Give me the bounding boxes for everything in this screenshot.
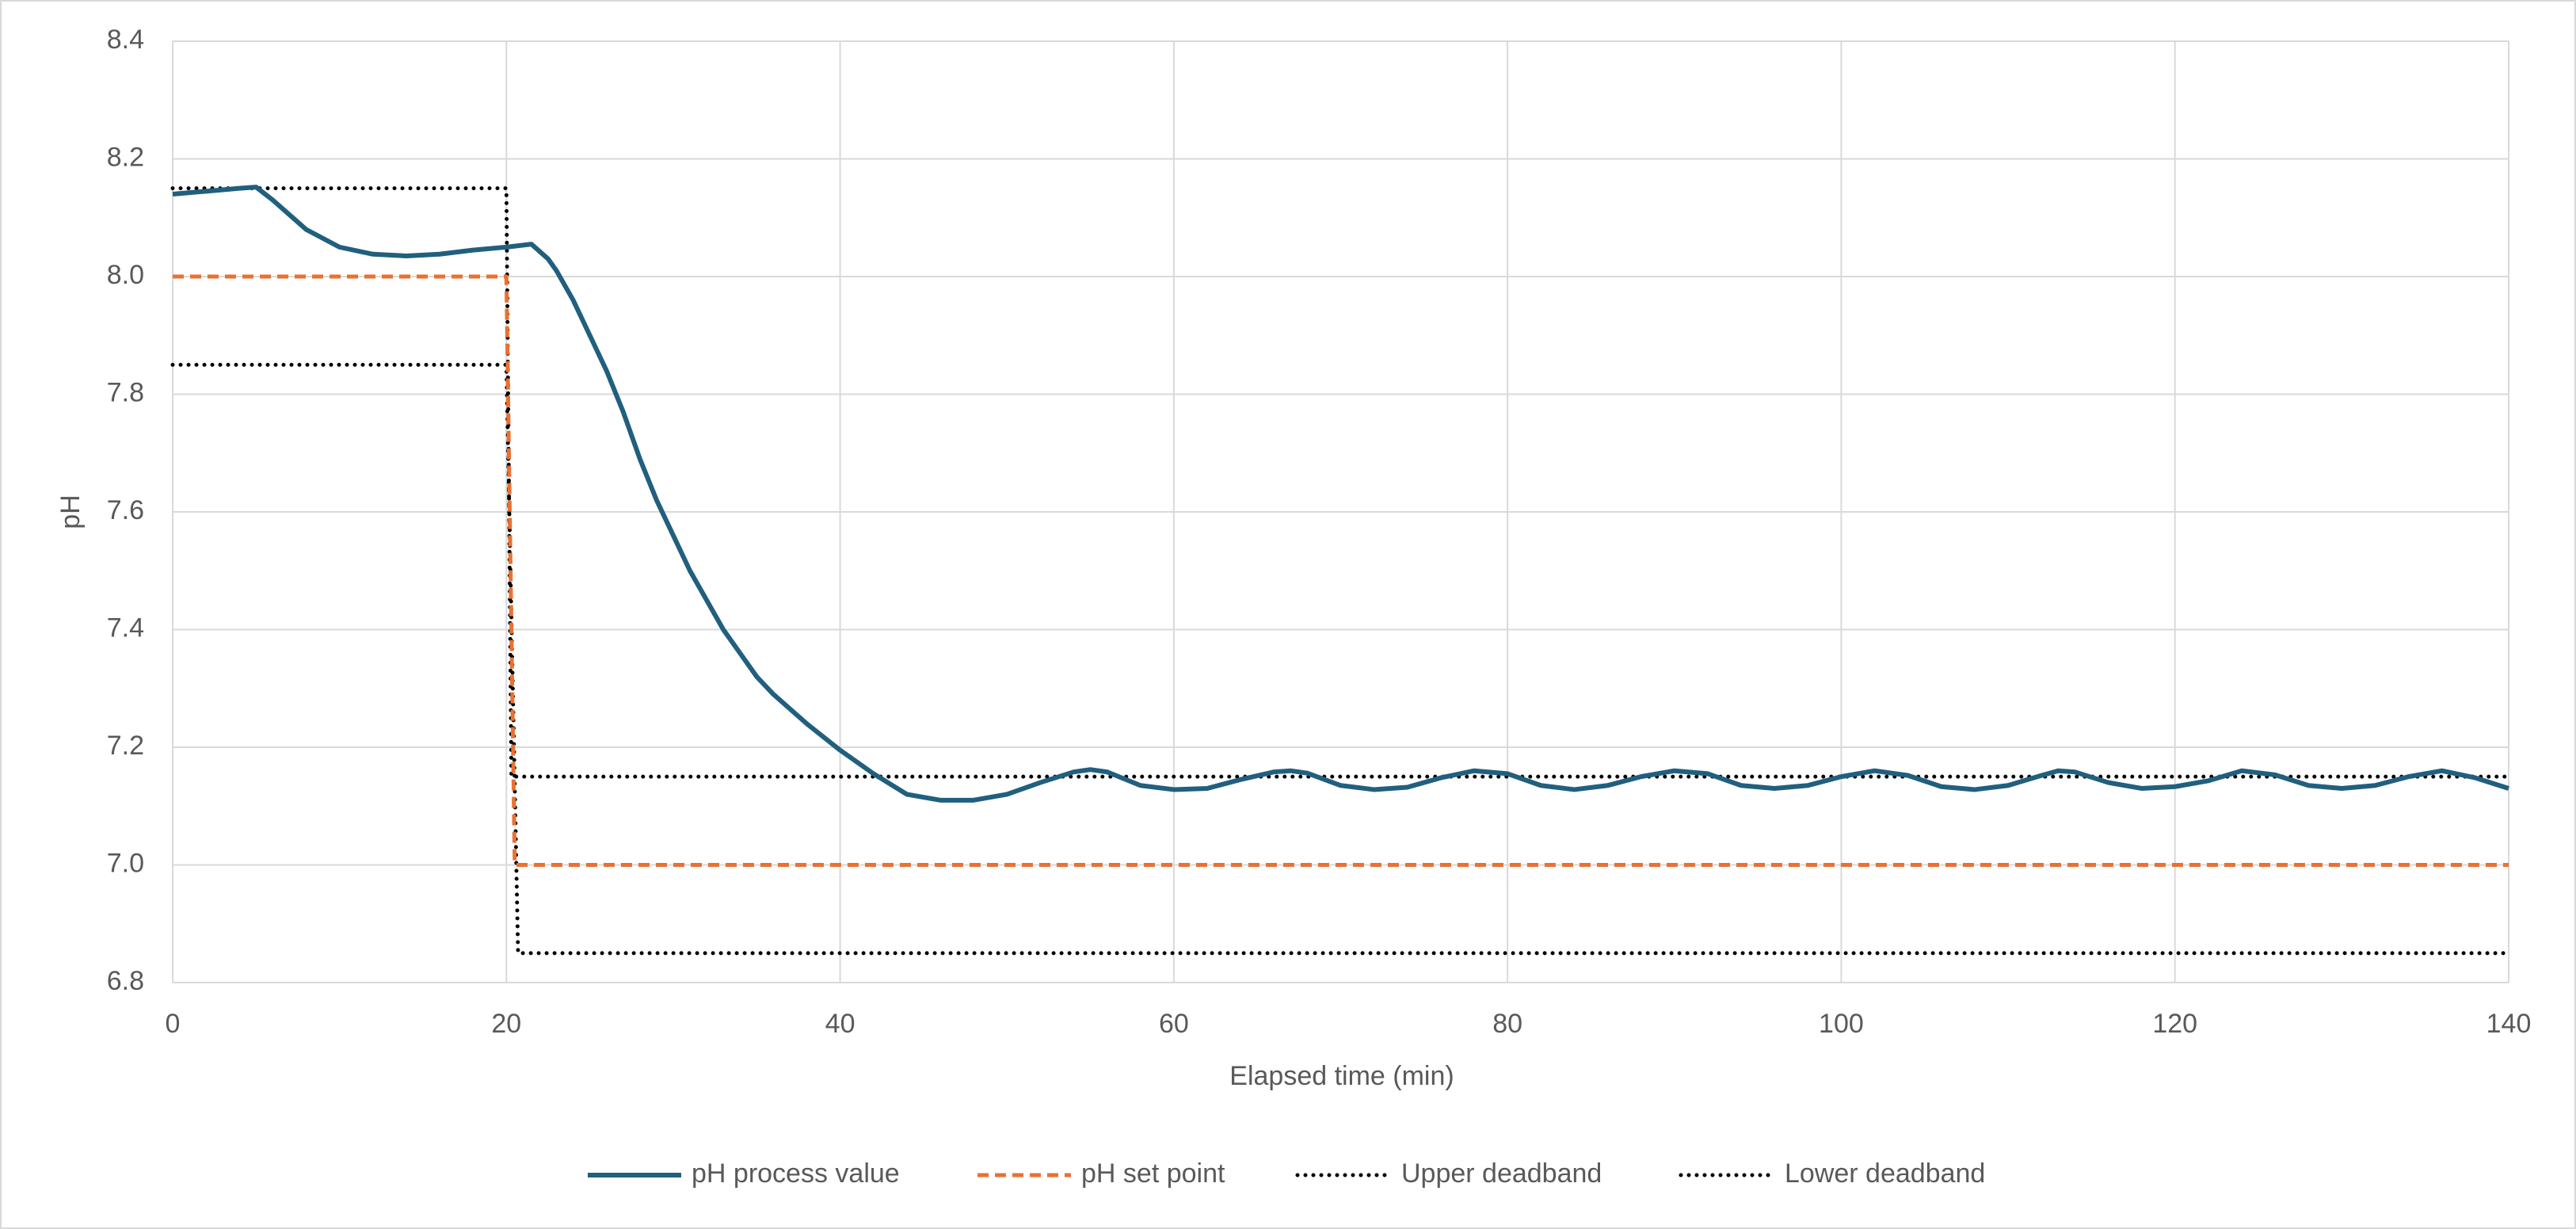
x-tick-label: 80 [1492,1009,1522,1039]
legend-label: pH process value [692,1158,900,1189]
y-tick-label: 6.8 [107,966,144,996]
legend-label: Upper deadband [1401,1158,1602,1189]
y-axis-title: pH [55,494,86,529]
y-tick-label: 8.4 [107,25,144,55]
x-tick-label: 0 [166,1009,181,1039]
x-tick-label: 40 [825,1009,855,1039]
y-tick-label: 7.4 [107,613,144,643]
x-tick-label: 20 [491,1009,521,1039]
x-tick-label: 120 [2152,1009,2197,1039]
series-line [172,185,2509,803]
y-tick-label: 7.6 [107,495,144,525]
series-line [173,274,2509,867]
x-tick-label: 100 [1819,1009,1864,1039]
y-tick-label: 7.2 [107,731,144,761]
x-tick-label: 140 [2486,1009,2532,1039]
x-axis-title: Elapsed time (min) [1229,1061,1454,1091]
series-line [170,186,2511,779]
series-line [170,362,2511,956]
y-tick-label: 7.0 [107,848,144,878]
legend-label: pH set point [1081,1158,1225,1189]
y-tick-label: 7.8 [107,377,144,407]
y-tick-label: 8.2 [107,142,144,172]
legend-label: Lower deadband [1785,1158,1985,1189]
y-tick-label: 8.0 [107,260,144,290]
x-tick-label: 60 [1159,1009,1189,1039]
